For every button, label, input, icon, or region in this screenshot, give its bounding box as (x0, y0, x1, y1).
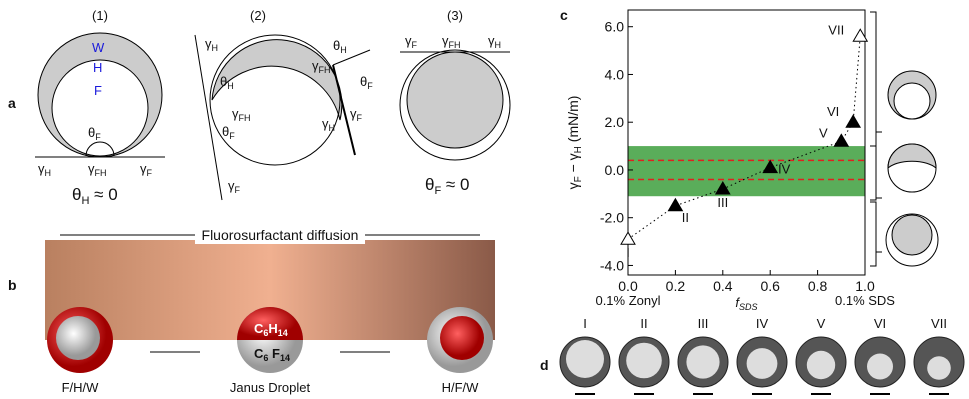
y-label-part: γ (565, 182, 581, 189)
droplet-icon (440, 316, 484, 360)
marker (621, 232, 635, 244)
x-tick-label: 0.0 (618, 278, 638, 294)
angle-label: θF (222, 124, 235, 141)
image-label: VII (931, 316, 947, 331)
x-tick-label: 0.2 (666, 278, 686, 294)
vec: γF (140, 161, 153, 178)
drop (407, 52, 503, 148)
state-icon (894, 83, 930, 119)
vec: γFH (88, 161, 107, 178)
x-tick-label: 0.4 (713, 278, 733, 294)
image-label: VI (874, 316, 886, 331)
droplet-image (927, 356, 951, 380)
x-axis-label: fSDS (735, 295, 757, 312)
point-label: VII (828, 22, 844, 37)
x-tick-label: 0.6 (760, 278, 780, 294)
caption: F/H/W (62, 380, 100, 395)
point-label: V (819, 125, 828, 140)
y-tick-label: 2.0 (605, 114, 625, 130)
figure-svg: a (1) W H F θF γH γFH γF θH ≈ 0 (2) γH θ… (0, 0, 969, 399)
vec: γF (350, 106, 363, 123)
sub-label: (2) (250, 8, 266, 23)
arrow-text: Fluorosurfactant diffusion (202, 227, 359, 243)
band (628, 146, 865, 196)
y-label-part: H (573, 146, 584, 153)
y-axis-label: γF − γH (mN/m) (565, 96, 584, 190)
droplet-icon (56, 316, 100, 360)
vec: γH (488, 33, 501, 50)
x-tick-label: 0.8 (808, 278, 828, 294)
sub-label: (1) (92, 8, 108, 23)
vec: γH (322, 116, 335, 133)
caption: H/F/W (442, 380, 480, 395)
bracket (870, 12, 882, 266)
image-label: V (817, 316, 826, 331)
y-tick-label: -4.0 (600, 257, 624, 273)
y-tick-label: 0.0 (605, 162, 625, 178)
point-label: I (626, 245, 630, 260)
condition: θF ≈ 0 (425, 175, 469, 197)
marker (846, 115, 860, 127)
figure: a (1) W H F θF γH γFH γF θH ≈ 0 (2) γH θ… (0, 0, 969, 399)
angle-label: θF (360, 74, 373, 91)
image-label: III (698, 316, 709, 331)
point-label: II (682, 210, 689, 225)
x-tick-label: 1.0 (855, 278, 875, 294)
droplet-image (747, 348, 778, 379)
vec-line (195, 35, 222, 200)
droplet-image (566, 340, 604, 378)
y-tick-label: 4.0 (605, 66, 625, 82)
state-icon (892, 215, 932, 255)
marker (834, 134, 848, 146)
x-note: 0.1% Zonyl (595, 293, 660, 308)
point-label: IV (778, 162, 791, 177)
droplet-image (807, 351, 835, 379)
vec: γFH (442, 33, 461, 50)
sub-label: (3) (447, 8, 463, 23)
x-note: 0.1% SDS (835, 293, 895, 308)
panel-letter: a (8, 95, 16, 111)
y-tick-label: 6.0 (605, 19, 625, 35)
y-label-part: − γ (565, 153, 581, 176)
plot-frame (628, 10, 865, 275)
droplet-image (686, 345, 719, 378)
panel-letter: c (560, 7, 568, 23)
droplet-image (867, 354, 893, 380)
y-tick-label: -2.0 (600, 210, 624, 226)
point-label: VI (827, 104, 839, 119)
droplet-image (626, 343, 662, 379)
point-label: III (717, 195, 728, 210)
vec: γH (38, 161, 51, 178)
phase: F (94, 83, 102, 98)
phase: W (92, 40, 105, 55)
panel-letter: d (540, 357, 549, 373)
y-label-part: (mN/m) (565, 96, 581, 147)
vec: γH (205, 36, 218, 53)
angle-label: θH (333, 38, 347, 55)
vec: γFH (232, 106, 251, 123)
vec: γF (405, 33, 418, 50)
panel-letter: b (8, 277, 17, 293)
condition: θH ≈ 0 (72, 185, 118, 207)
image-label: II (640, 316, 647, 331)
image-label: I (583, 316, 587, 331)
vec: γF (228, 178, 241, 195)
image-label: IV (756, 316, 769, 331)
x-label-part: SDS (739, 302, 758, 312)
marker (668, 199, 682, 211)
phase: H (93, 60, 102, 75)
caption: Janus Droplet (230, 380, 311, 395)
